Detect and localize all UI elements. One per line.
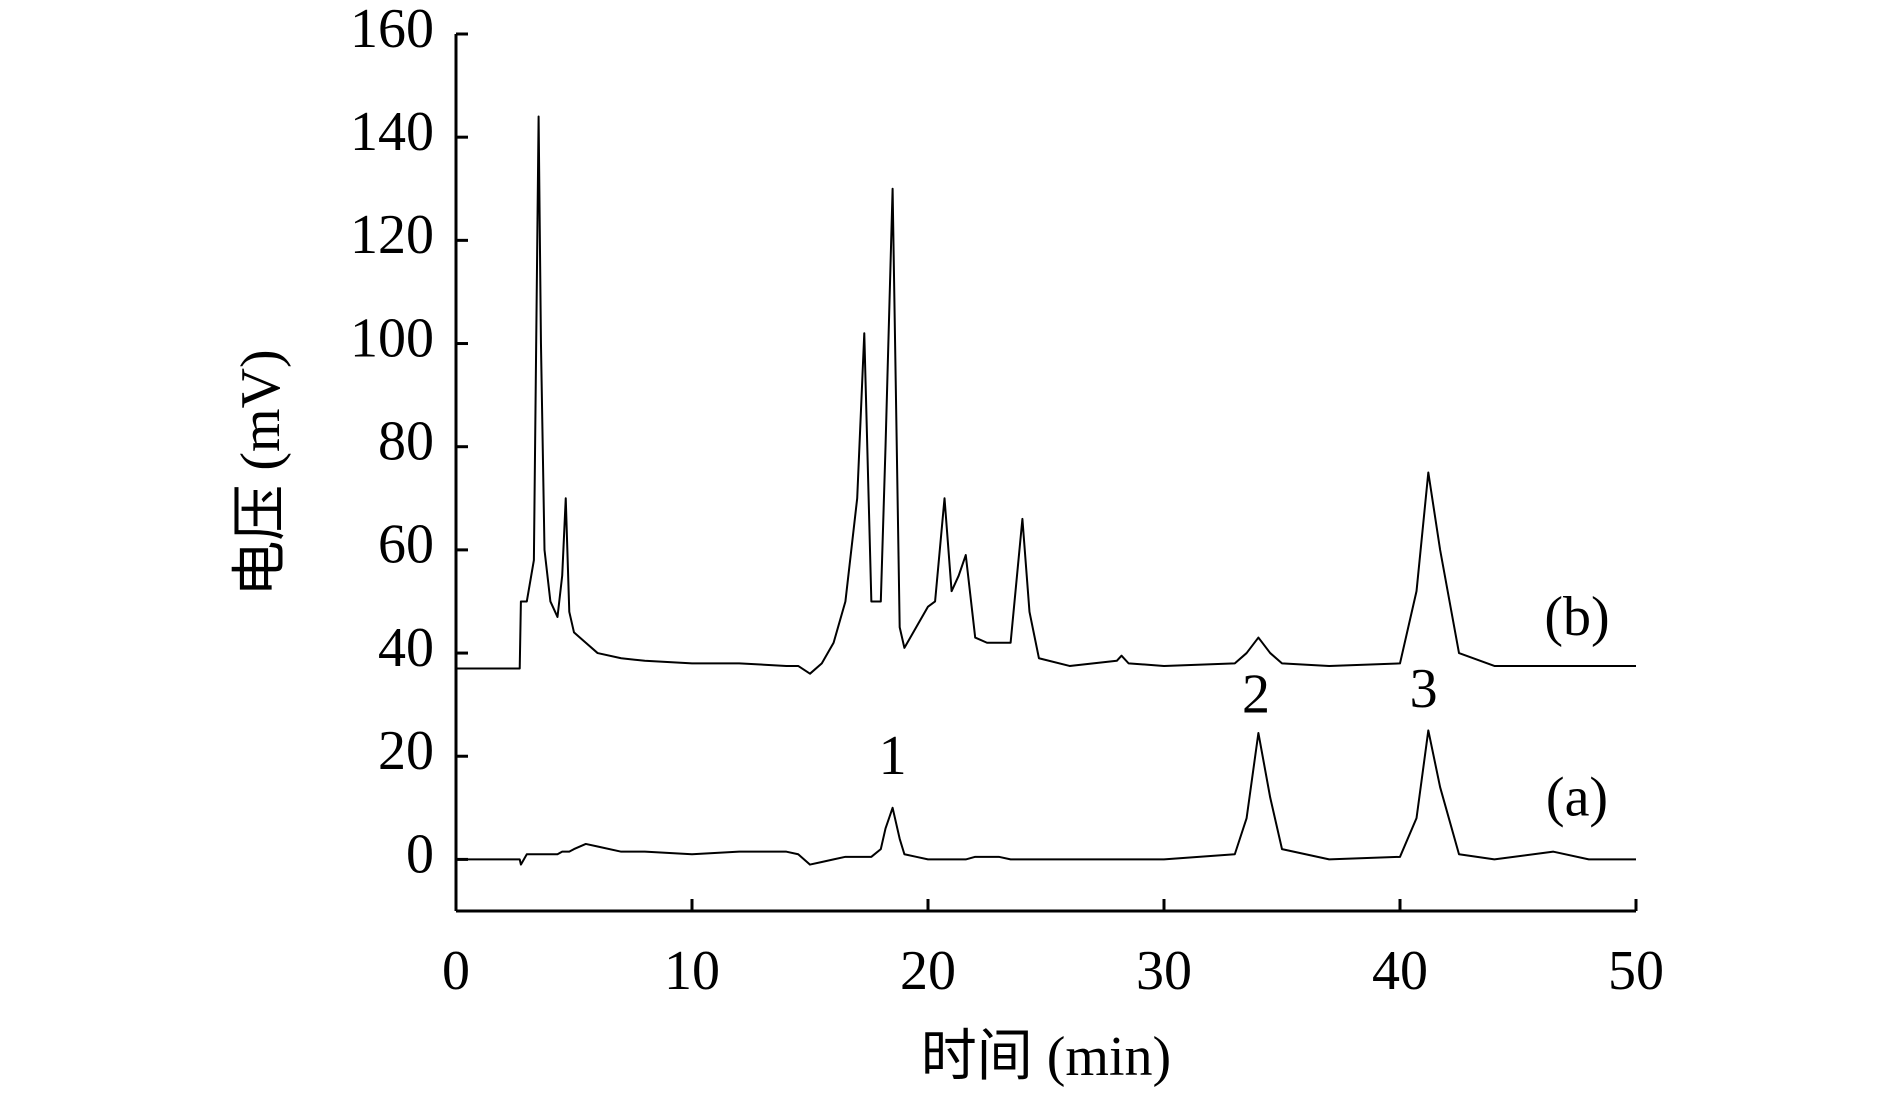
y-tick-label: 100 [350,307,434,369]
x-tick-label: 30 [1136,940,1192,1002]
x-tick-label: 40 [1372,940,1428,1002]
y-tick-label: 160 [350,0,434,60]
x-tick-label: 20 [900,940,956,1002]
y-axis-title: 电压 (mV) [230,349,292,596]
y-tick-label: 20 [378,720,434,782]
y-tick-label: 40 [378,617,434,679]
y-tick-label: 80 [378,411,434,473]
y-tick-label: 60 [378,514,434,576]
y-tick-label: 120 [350,204,434,266]
annotation: (b) [1544,586,1609,648]
y-tick-label: 0 [406,823,434,885]
x-tick-label: 50 [1608,940,1664,1002]
series-line [456,729,1636,866]
x-tick-label: 0 [442,940,470,1002]
annotation: (a) [1546,767,1608,829]
series-line [456,115,1636,675]
x-tick-label: 10 [664,940,720,1002]
annotation: 2 [1242,663,1270,725]
annotation: 3 [1410,658,1438,720]
x-axis-title: 时间 (min) [921,1026,1171,1088]
y-tick-label: 140 [350,101,434,163]
annotation: 1 [879,725,907,787]
